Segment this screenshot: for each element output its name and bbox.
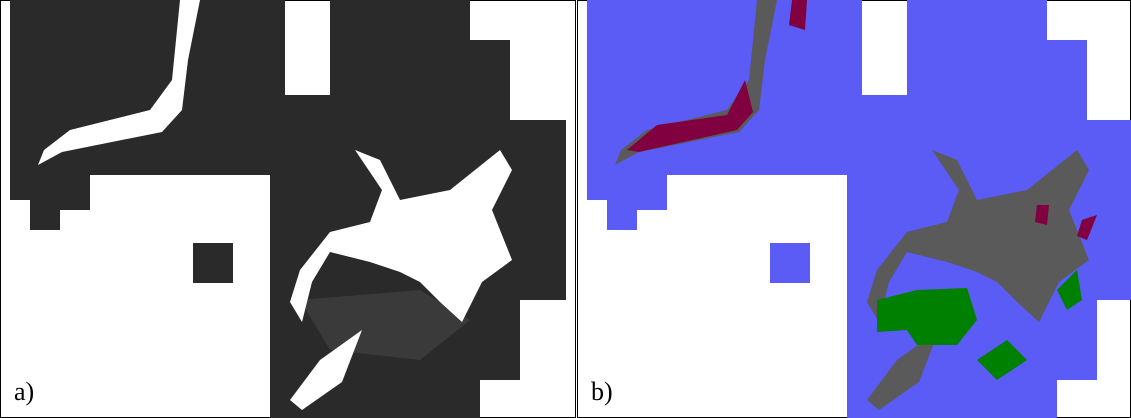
panel-label: b) [591,377,613,406]
panel-a: a) [1,0,576,418]
panel-label: a) [14,377,34,406]
figure: a) b) [0,0,1131,418]
panel-b: b) [578,0,1131,418]
